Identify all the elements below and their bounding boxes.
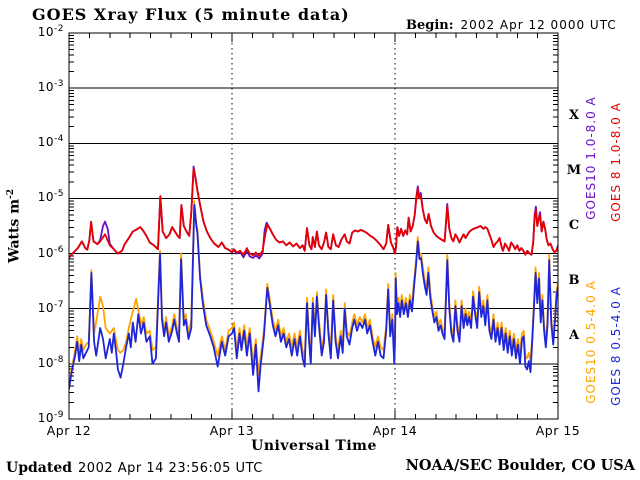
flare-class-label-c: C xyxy=(568,218,580,233)
updated-value: 2002 Apr 14 23:56:05 UTC xyxy=(78,461,263,476)
flare-class-label-x: X xyxy=(568,107,580,123)
y-tick-label: 10-2 xyxy=(37,24,64,39)
y-tick-label: 10-3 xyxy=(37,79,64,95)
updated-label: Updated xyxy=(6,460,73,476)
flare-class-label-m: M xyxy=(566,162,582,178)
y-tick-label: 10-4 xyxy=(37,134,64,150)
y-tick-label: 10-8 xyxy=(37,354,64,370)
curve-goes-8-0.5-4.0-a xyxy=(69,204,558,393)
x-tick-label: Apr 13 xyxy=(209,423,255,438)
credit: NOAA/SEC Boulder, CO USA xyxy=(405,457,635,474)
chart-title: GOES Xray Flux (5 minute data) xyxy=(32,5,350,24)
x-tick-label: Apr 15 xyxy=(535,423,581,438)
legend-label-goes-8-0.5-4.0-a: GOES 8 0.5-4.0 A xyxy=(609,286,623,406)
begin-time-row: Begin: 2002 Apr 12 0000 UTC xyxy=(406,14,617,33)
x-axis-title: Universal Time xyxy=(251,438,377,454)
y-tick-label: 10-6 xyxy=(37,244,64,260)
y-tick-label: 10-9 xyxy=(37,410,64,425)
legend-label-goes10-1.0-8.0-a: GOES10 1.0-8.0 A xyxy=(584,96,598,220)
y-tick-label: 10-7 xyxy=(37,299,64,315)
flare-class-label-a: A xyxy=(568,328,580,344)
x-tick-label: Apr 12 xyxy=(46,423,92,438)
legend-label-goes10-0.5-4.0-a: GOES10 0.5-4.0 A xyxy=(584,280,598,404)
begin-value: 2002 Apr 12 0000 UTC xyxy=(460,18,617,32)
legend-label-goes-8-1.0-8.0-a: GOES 8 1.0-8.0 A xyxy=(609,102,623,222)
x-tick-label: Apr 14 xyxy=(372,423,418,438)
y-tick-label: 10-5 xyxy=(37,189,64,205)
updated-row: Updated 2002 Apr 14 23:56:05 UTC xyxy=(6,457,263,476)
flare-class-label-b: B xyxy=(568,273,580,289)
plot-frame xyxy=(68,32,559,420)
begin-label: Begin: xyxy=(406,18,454,33)
curve-goes-8-1.0-8.0-a xyxy=(69,167,558,259)
